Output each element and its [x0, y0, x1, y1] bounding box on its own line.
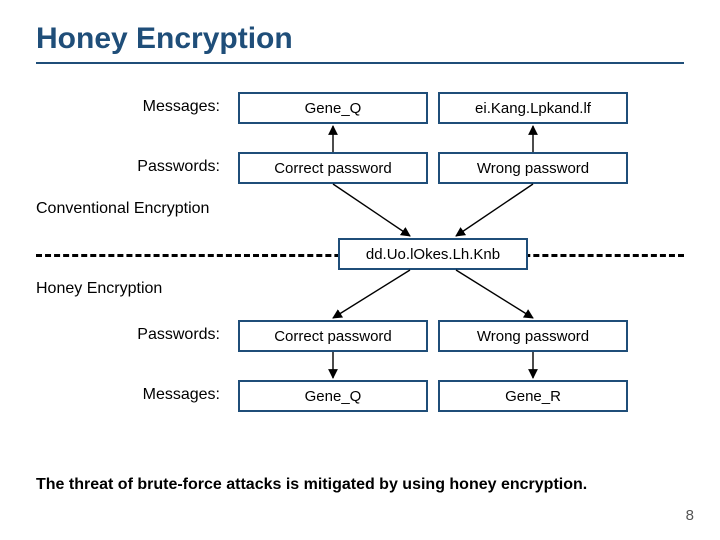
arrow-cipher-to-bot-left [333, 270, 410, 318]
box-top-pwd-right: Wrong password [438, 152, 628, 184]
box-bot-pwd-right: Wrong password [438, 320, 628, 352]
label-conventional: Conventional Encryption [36, 200, 209, 218]
page-number: 8 [686, 507, 694, 524]
label-passwords-bottom: Passwords: [40, 326, 220, 344]
arrow-top-right-to-cipher [456, 184, 533, 236]
slide-title: Honey Encryption [36, 22, 293, 56]
arrow-top-left-to-cipher [333, 184, 410, 236]
box-top-pwd-left: Correct password [238, 152, 428, 184]
box-ciphertext: dd.Uo.lOkes.Lh.Knb [338, 238, 528, 270]
label-honey: Honey Encryption [36, 280, 162, 298]
box-bot-msg-left: Gene_Q [238, 380, 428, 412]
box-bot-pwd-left: Correct password [238, 320, 428, 352]
box-top-msg-left: Gene_Q [238, 92, 428, 124]
box-top-msg-right: ei.Kang.Lpkand.lf [438, 92, 628, 124]
footer-text: The threat of brute-force attacks is mit… [36, 476, 587, 494]
label-messages-top: Messages: [40, 98, 220, 116]
arrow-cipher-to-bot-right [456, 270, 533, 318]
box-bot-msg-right: Gene_R [438, 380, 628, 412]
title-underline [36, 62, 684, 64]
label-messages-bottom: Messages: [40, 386, 220, 404]
arrow-layer [0, 0, 720, 540]
label-passwords-top: Passwords: [40, 158, 220, 176]
